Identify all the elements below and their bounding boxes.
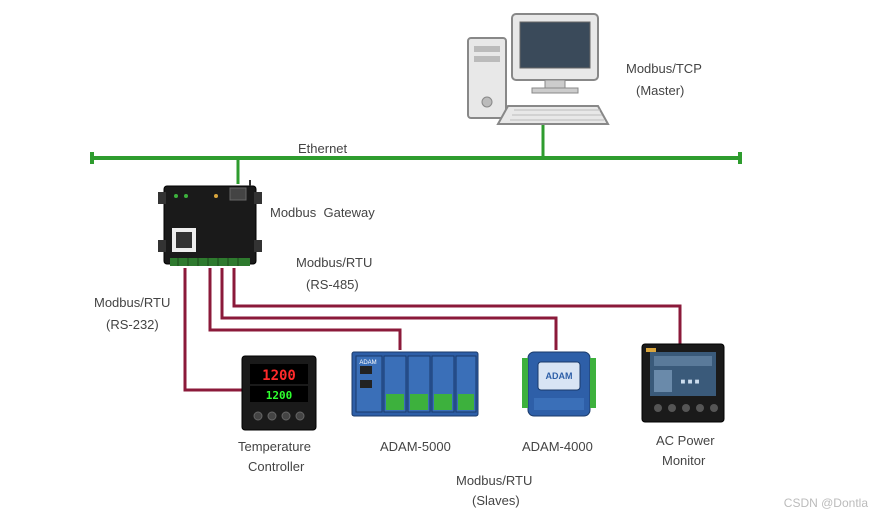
label-slaves-2: (Slaves) — [472, 492, 520, 510]
rtu-rs232-wire — [185, 268, 245, 390]
label-temp-2: Controller — [248, 458, 304, 476]
svg-text:ADAM: ADAM — [546, 371, 573, 381]
label-slaves-1: Modbus/RTU — [456, 472, 532, 490]
label-temp-1: Temperature — [238, 438, 311, 456]
rtu-rs485-wire-b — [222, 268, 556, 350]
watermark: CSDN @Dontla — [784, 496, 868, 510]
svg-text:1200: 1200 — [266, 389, 293, 402]
label-rtu232-2: (RS-232) — [106, 316, 159, 334]
adam-5000: ADAM — [350, 346, 480, 429]
temperature-controller: 1200 1200 — [240, 354, 318, 437]
svg-text:ADAM: ADAM — [359, 360, 376, 366]
label-acpm-1: AC Power — [656, 432, 715, 450]
svg-text:■ ■ ■: ■ ■ ■ — [681, 377, 700, 386]
label-rtu485-2: (RS-485) — [306, 276, 359, 294]
label-adam4000: ADAM-4000 — [522, 438, 593, 456]
rtu-rs485-wire-c — [234, 268, 680, 345]
label-rtu232-1: Modbus/RTU — [94, 294, 170, 312]
label-acpm-2: Monitor — [662, 452, 705, 470]
ac-power-monitor: ■ ■ ■ — [640, 342, 726, 429]
pc-master — [450, 10, 610, 135]
label-rtu485-1: Modbus/RTU — [296, 254, 372, 272]
label-master-1: Modbus/TCP — [626, 60, 702, 78]
label-ethernet: Ethernet — [298, 140, 347, 158]
adam-4000: ADAM — [520, 348, 598, 427]
rtu-rs485-wire-a — [210, 268, 400, 350]
label-master-2: (Master) — [636, 82, 684, 100]
svg-text:1200: 1200 — [262, 368, 296, 384]
label-adam5000: ADAM-5000 — [380, 438, 451, 456]
modbus-gateway — [158, 180, 262, 277]
label-gateway: Modbus Gateway — [270, 204, 375, 222]
